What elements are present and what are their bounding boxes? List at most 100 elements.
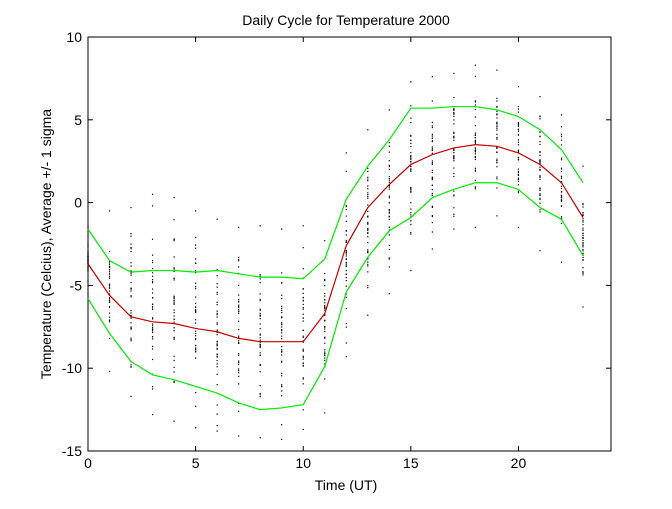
scatter-point <box>324 412 326 414</box>
scatter-point <box>87 251 89 254</box>
scatter-point <box>238 309 240 311</box>
scatter-point <box>367 314 369 316</box>
scatter-point <box>582 274 584 276</box>
scatter-point <box>259 354 261 356</box>
scatter-point <box>324 320 326 322</box>
series-line-average <box>87 144 584 343</box>
scatter-point <box>302 377 304 379</box>
scatter-point <box>453 148 455 150</box>
scatter-point <box>238 342 240 344</box>
scatter-point <box>151 193 154 195</box>
scatter-point <box>216 363 218 365</box>
scatter-point <box>130 281 132 284</box>
scatter-point <box>195 308 197 311</box>
scatter-point <box>108 272 111 274</box>
scatter-point <box>560 168 563 170</box>
scatter-point <box>410 220 412 222</box>
scatter-point <box>195 302 197 304</box>
scatter-point <box>539 131 541 133</box>
scatter-point <box>367 263 369 265</box>
scatter-point <box>281 375 283 377</box>
scatter-point <box>151 282 154 284</box>
scatter-point <box>173 315 175 317</box>
scatter-point <box>195 427 197 429</box>
scatter-point <box>539 169 541 172</box>
scatter-point <box>108 312 111 314</box>
scatter-point <box>496 117 498 119</box>
scatter-point <box>517 122 520 124</box>
scatter-point <box>173 318 175 321</box>
scatter-point <box>539 178 541 180</box>
scatter-point <box>216 404 218 406</box>
scatter-point <box>87 255 89 257</box>
scatter-point <box>173 312 175 314</box>
scatter-point <box>453 160 455 162</box>
scatter-point <box>388 216 390 218</box>
scatter-point <box>238 300 240 302</box>
scatter-point <box>281 349 283 351</box>
scatter-point <box>238 306 240 309</box>
x-tick-label: 5 <box>192 455 200 471</box>
scatter-point <box>453 195 455 197</box>
scatter-point <box>431 100 433 102</box>
scatter-point <box>431 152 433 154</box>
scatter-point <box>474 147 477 149</box>
scatter-point <box>216 316 218 318</box>
scatter-point <box>582 253 584 255</box>
scatter-point <box>345 170 347 172</box>
scatter-point <box>474 186 477 188</box>
scatter-point <box>238 260 240 262</box>
scatter-point <box>345 253 347 255</box>
scatter-point <box>259 318 261 320</box>
scatter-point <box>474 188 477 190</box>
scatter-point <box>238 329 240 331</box>
scatter-point <box>539 143 541 146</box>
scatter-point <box>345 220 347 223</box>
scatter-point <box>324 349 326 351</box>
scatter-point <box>539 166 541 168</box>
scatter-point <box>324 337 326 339</box>
scatter-point <box>259 281 261 284</box>
scatter-point <box>281 309 283 311</box>
scatter-point <box>539 189 541 192</box>
scatter-point <box>130 314 132 317</box>
scatter-point <box>216 310 218 312</box>
scatter-point <box>173 301 175 303</box>
scatter-point <box>410 168 412 170</box>
scatter-point <box>259 337 261 339</box>
scatter-point <box>151 292 154 294</box>
scatter-point <box>173 309 175 311</box>
scatter-point <box>582 211 584 214</box>
y-tick-label: 10 <box>66 29 82 45</box>
scatter-point <box>281 385 283 387</box>
series-line-upper-sigma <box>87 105 584 280</box>
scatter-point <box>431 171 433 174</box>
scatter-point <box>388 229 390 231</box>
scatter-point <box>388 195 390 197</box>
scatter-point <box>302 378 304 380</box>
scatter-point <box>582 206 584 208</box>
scatter-point <box>345 251 347 253</box>
scatter-point <box>130 312 132 314</box>
scatter-point <box>517 173 520 176</box>
scatter-point <box>539 187 541 189</box>
scatter-point <box>238 354 240 356</box>
scatter-point <box>560 194 563 196</box>
scatter-point <box>195 345 197 347</box>
scatter-point <box>238 304 240 306</box>
scatter-point <box>539 194 541 197</box>
scatter-point <box>453 123 455 125</box>
scatter-point <box>496 176 498 178</box>
scatter-point <box>108 306 111 308</box>
scatter-point <box>151 327 154 329</box>
scatter-point <box>302 336 304 338</box>
scatter-point <box>345 234 347 236</box>
scatter-point <box>517 139 520 141</box>
scatter-point <box>108 300 111 302</box>
scatter-point <box>560 157 563 159</box>
scatter-point <box>324 330 326 333</box>
scatter-point <box>281 326 283 328</box>
scatter-point <box>474 75 477 77</box>
scatter-point <box>238 284 240 286</box>
